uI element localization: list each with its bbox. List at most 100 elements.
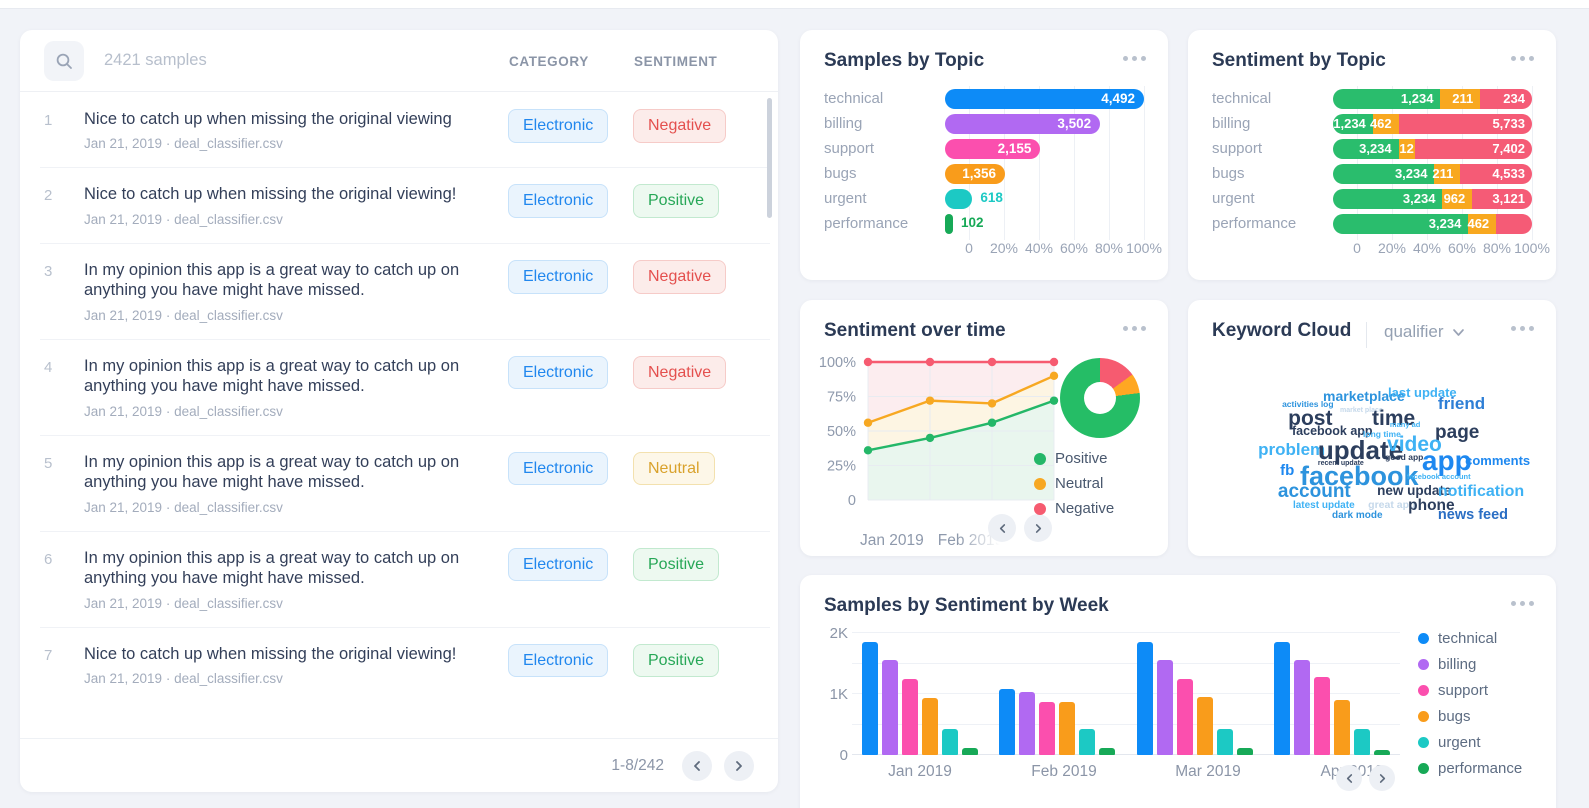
keyword[interactable]: many ad bbox=[1389, 420, 1421, 430]
bar-bugs[interactable] bbox=[922, 698, 938, 755]
keyword[interactable]: notification bbox=[1437, 483, 1525, 501]
bar-support[interactable] bbox=[1176, 678, 1193, 755]
bar-billing[interactable] bbox=[1156, 660, 1173, 755]
search-button[interactable] bbox=[44, 40, 84, 81]
more-menu-icon[interactable] bbox=[1511, 601, 1534, 606]
more-menu-icon[interactable] bbox=[1123, 326, 1146, 331]
bar-segment-positive[interactable]: 1,234 bbox=[1333, 113, 1373, 134]
keyword[interactable]: facebook bbox=[1300, 460, 1419, 491]
search-input[interactable] bbox=[104, 51, 434, 70]
keyword[interactable]: new update bbox=[1377, 483, 1452, 499]
bar-performance[interactable] bbox=[1099, 747, 1116, 755]
keyword[interactable]: market place bbox=[1340, 406, 1383, 414]
bar[interactable] bbox=[945, 188, 973, 209]
bar-performance[interactable] bbox=[962, 748, 978, 755]
bar-bugs[interactable] bbox=[1196, 697, 1213, 755]
bar[interactable]: 2,155 bbox=[945, 138, 1041, 159]
keyword[interactable]: fb bbox=[1280, 461, 1295, 479]
keyword[interactable]: app bbox=[1421, 444, 1472, 476]
bar-segment-negative[interactable]: 4,533 bbox=[1460, 163, 1532, 184]
scrollbar-thumb[interactable] bbox=[767, 98, 772, 218]
next-period-button[interactable] bbox=[1369, 765, 1395, 791]
bar-segment-neutral[interactable]: 211 bbox=[1440, 88, 1481, 109]
keyword[interactable]: phone bbox=[1408, 497, 1455, 515]
keyword[interactable]: facebook app bbox=[1292, 424, 1373, 439]
bar-segment-neutral[interactable]: 962 bbox=[1442, 188, 1473, 209]
bar-segment-positive[interactable]: 1,234 bbox=[1333, 88, 1441, 109]
keyword[interactable]: video bbox=[1387, 433, 1442, 457]
bar-urgent[interactable] bbox=[942, 729, 958, 755]
bar-urgent[interactable] bbox=[1216, 729, 1233, 755]
list-item[interactable]: 6 In my opinion this app is a great way t… bbox=[20, 530, 778, 627]
keyword[interactable]: news feed bbox=[1437, 507, 1509, 524]
list-item[interactable]: 2 Nice to catch up when missing the origi… bbox=[20, 167, 778, 242]
keyword[interactable]: friend bbox=[1437, 393, 1486, 413]
bar-performance[interactable] bbox=[1373, 750, 1390, 755]
keyword[interactable]: recent update bbox=[1317, 459, 1364, 467]
bar-bugs[interactable] bbox=[1333, 700, 1350, 755]
keyword[interactable]: update bbox=[1317, 435, 1404, 466]
sentiment-line-chart[interactable]: 100% 75% 50% 25% 0 bbox=[816, 352, 1066, 512]
bar-segment-negative[interactable]: 7,402 bbox=[1414, 138, 1532, 159]
keyword[interactable]: comments bbox=[1465, 452, 1531, 468]
bar-billing[interactable] bbox=[1019, 692, 1036, 755]
bar-technical[interactable] bbox=[1273, 642, 1290, 755]
bar-performance[interactable] bbox=[1236, 748, 1253, 755]
list-item[interactable]: 5 In my opinion this app is a great way t… bbox=[20, 434, 778, 531]
keyword[interactable]: page bbox=[1435, 422, 1480, 443]
keyword[interactable]: marketplace bbox=[1323, 388, 1405, 405]
bar[interactable]: 4,492 bbox=[945, 88, 1144, 109]
bar-segment-negative[interactable] bbox=[1496, 213, 1532, 234]
more-menu-icon[interactable] bbox=[1511, 326, 1534, 331]
bar-segment-neutral[interactable]: 462 bbox=[1370, 113, 1399, 134]
bar-segment-neutral[interactable]: 462 bbox=[1467, 213, 1497, 234]
bar-urgent[interactable] bbox=[1079, 729, 1096, 755]
bar-segment-positive[interactable]: 3,234 bbox=[1333, 138, 1399, 159]
keyword[interactable]: great app bbox=[1368, 499, 1416, 512]
keyword[interactable]: long time bbox=[1363, 429, 1401, 440]
keyword[interactable]: post bbox=[1288, 406, 1333, 430]
list-item[interactable]: 4 In my opinion this app is a great way t… bbox=[20, 338, 778, 435]
keyword[interactable]: facebook account bbox=[1406, 471, 1471, 481]
bar-bugs[interactable] bbox=[1059, 701, 1076, 755]
bar-segment-positive[interactable]: 3,234 bbox=[1333, 163, 1435, 184]
next-period-button[interactable] bbox=[1024, 514, 1052, 542]
bar-technical[interactable] bbox=[999, 689, 1016, 755]
keyword[interactable]: latest update bbox=[1292, 500, 1355, 512]
prev-period-button[interactable] bbox=[1336, 765, 1362, 791]
bar[interactable]: 1,356 bbox=[945, 163, 1006, 184]
prev-period-button[interactable] bbox=[988, 514, 1016, 542]
bar-support[interactable] bbox=[1039, 701, 1056, 755]
bar-segment-positive[interactable]: 3,234 bbox=[1333, 188, 1443, 209]
bar-technical[interactable] bbox=[1136, 642, 1153, 755]
more-menu-icon[interactable] bbox=[1511, 56, 1534, 61]
bar-segment-neutral[interactable]: 12 bbox=[1398, 138, 1415, 159]
bar-urgent[interactable] bbox=[1353, 728, 1370, 755]
keyword[interactable]: time bbox=[1372, 406, 1416, 430]
prev-page-button[interactable] bbox=[682, 750, 712, 781]
bar-segment-positive[interactable]: 3,234 bbox=[1333, 213, 1469, 234]
bar-segment-neutral[interactable]: 211 bbox=[1432, 163, 1461, 184]
keyword[interactable]: problem bbox=[1258, 440, 1326, 460]
keyword[interactable]: good app bbox=[1385, 451, 1424, 462]
keyword[interactable]: account bbox=[1277, 481, 1351, 503]
keyword[interactable]: last update bbox=[1388, 384, 1457, 400]
list-item[interactable]: 1 Nice to catch up when missing the origi… bbox=[20, 92, 778, 167]
bar-billing[interactable] bbox=[882, 660, 898, 755]
bar-support[interactable] bbox=[1313, 676, 1330, 755]
bar[interactable]: 3,502 bbox=[945, 113, 1101, 134]
bar-billing[interactable] bbox=[1293, 660, 1310, 755]
bar-support[interactable] bbox=[902, 678, 918, 755]
list-item[interactable]: 7 Nice to catch up when missing the origi… bbox=[20, 626, 778, 702]
more-menu-icon[interactable] bbox=[1123, 56, 1146, 61]
bar[interactable] bbox=[945, 213, 953, 234]
sentiment-donut-chart[interactable] bbox=[1060, 358, 1140, 438]
keyword[interactable]: activities log bbox=[1282, 398, 1334, 409]
bar-technical[interactable] bbox=[862, 642, 878, 755]
qualifier-dropdown[interactable]: qualifier bbox=[1384, 322, 1465, 342]
next-page-button[interactable] bbox=[724, 750, 754, 781]
bar-segment-negative[interactable]: 5,733 bbox=[1398, 113, 1532, 134]
keyword[interactable]: dark mode bbox=[1332, 510, 1383, 522]
bar-segment-negative[interactable]: 3,121 bbox=[1472, 188, 1532, 209]
bar-segment-negative[interactable]: 234 bbox=[1480, 88, 1532, 109]
